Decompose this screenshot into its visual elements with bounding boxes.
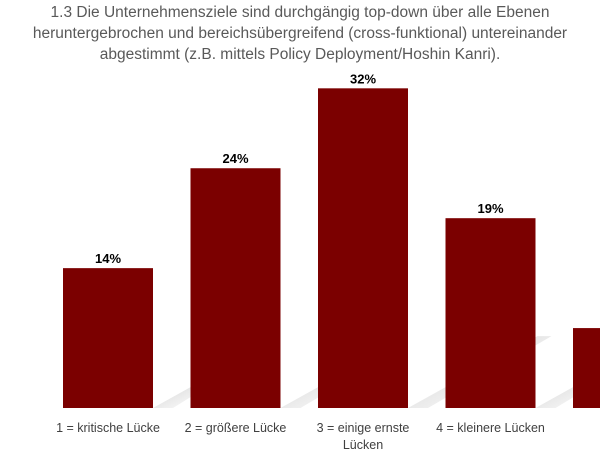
- value-label-4: 19%: [477, 201, 503, 216]
- category-label-3-line-2: Lücken: [343, 438, 383, 452]
- bar-2: [190, 168, 281, 408]
- bar-1: [63, 268, 153, 408]
- bar-shadow-4: [535, 372, 600, 408]
- chart-title: 1.3 Die Unternehmensziele sind durchgäng…: [0, 2, 600, 65]
- chart-title-line-2: heruntergebrochen und bereichsübergreife…: [32, 25, 568, 42]
- bar-5: [573, 328, 600, 408]
- category-label-2: 2 = größere Lücke: [185, 421, 287, 435]
- bar-4: [445, 218, 536, 408]
- value-label-1: 14%: [95, 251, 121, 266]
- value-label-2: 24%: [222, 151, 248, 166]
- chart-title-line-1: 1.3 Die Unternehmensziele sind durchgäng…: [50, 4, 550, 21]
- category-label-4: 4 = kleinere Lücken: [436, 421, 545, 435]
- category-label-1: 1 = kritische Lücke: [56, 421, 160, 435]
- chart-title-line-3: abgestimmt (z.B. mittels Policy Deployme…: [99, 46, 501, 63]
- bar-3: [318, 88, 408, 408]
- value-label-3: 32%: [350, 71, 376, 86]
- category-label-3: 3 = einige ernste: [317, 421, 410, 435]
